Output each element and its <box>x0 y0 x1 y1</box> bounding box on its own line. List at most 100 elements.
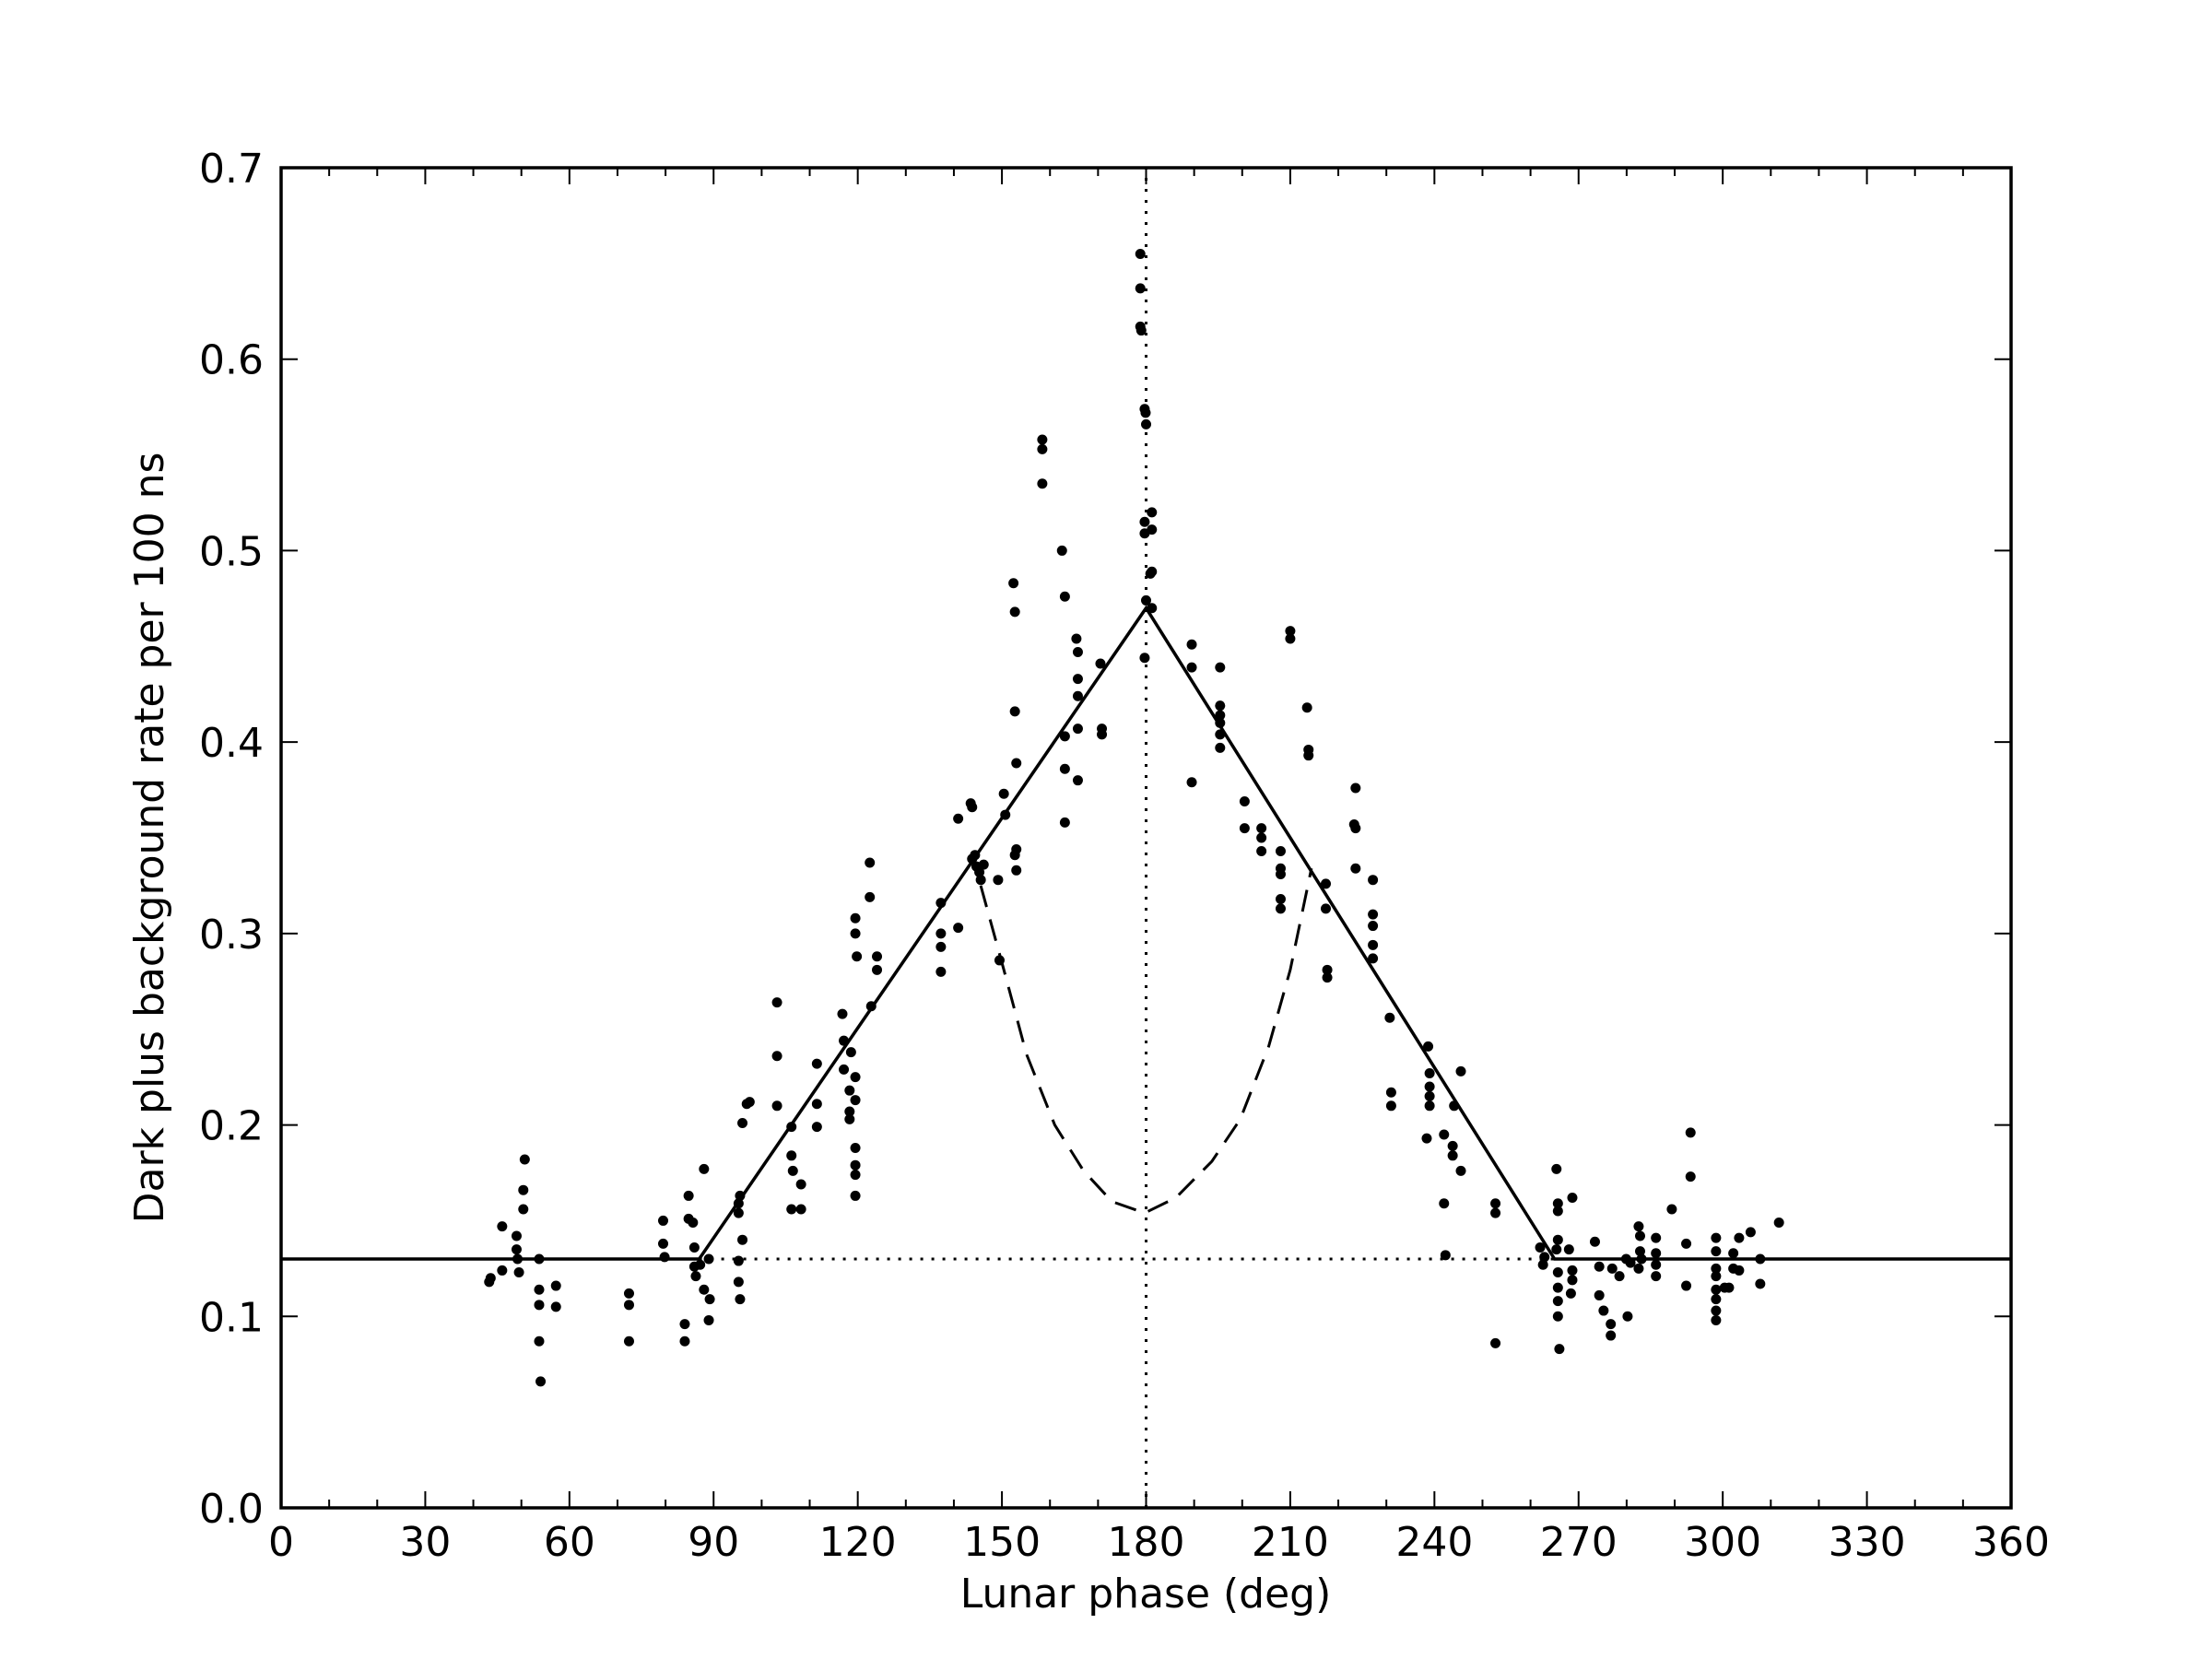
y-tick-label: 0.1 <box>199 1294 264 1341</box>
data-point <box>1554 1344 1565 1355</box>
data-point <box>993 875 1004 886</box>
data-point <box>518 1204 529 1215</box>
data-point <box>497 1265 508 1276</box>
data-point <box>658 1238 669 1249</box>
data-point <box>1711 1314 1722 1325</box>
data-point <box>850 1159 861 1171</box>
data-point <box>1567 1265 1578 1276</box>
data-point <box>1135 283 1146 294</box>
data-point <box>1368 953 1379 964</box>
data-point <box>511 1244 522 1255</box>
data-point <box>1384 1012 1395 1023</box>
data-point <box>852 951 863 962</box>
data-point <box>1439 1129 1450 1140</box>
data-point <box>1711 1305 1722 1316</box>
data-point <box>1285 633 1296 644</box>
data-point <box>1606 1319 1617 1330</box>
data-point <box>1651 1232 1662 1243</box>
data-point <box>1551 1163 1562 1174</box>
data-point <box>1301 702 1312 713</box>
data-point <box>1634 1230 1645 1241</box>
data-point <box>998 788 1009 799</box>
data-point <box>850 1072 861 1083</box>
data-point <box>1606 1263 1618 1274</box>
data-point <box>1186 639 1197 650</box>
data-point <box>935 966 947 977</box>
data-point <box>1622 1311 1633 1322</box>
data-point <box>1072 690 1083 701</box>
y-tick-label: 0.5 <box>199 528 264 575</box>
data-point <box>787 1165 798 1176</box>
data-point <box>1755 1278 1766 1289</box>
data-point <box>1711 1271 1722 1282</box>
data-point <box>688 1242 700 1253</box>
data-point <box>699 1284 710 1295</box>
data-point <box>1552 1311 1563 1322</box>
data-point <box>786 1150 797 1161</box>
data-point <box>690 1271 701 1282</box>
data-point <box>1147 566 1158 577</box>
data-point <box>550 1301 561 1312</box>
y-tick-label: 0.6 <box>199 337 264 384</box>
data-point <box>1711 1284 1722 1295</box>
data-point <box>683 1190 694 1201</box>
data-point <box>844 1085 855 1096</box>
data-point <box>1095 658 1106 669</box>
x-tick-label: 330 <box>1829 1519 1906 1566</box>
data-point <box>935 928 947 939</box>
y-tick-label: 0.7 <box>199 146 264 193</box>
data-point <box>1059 763 1070 774</box>
data-point <box>1322 964 1333 975</box>
x-tick-label: 300 <box>1684 1519 1761 1566</box>
data-point <box>1275 868 1286 879</box>
data-point <box>1711 1246 1722 1257</box>
x-tick-label: 150 <box>963 1519 1041 1566</box>
data-point <box>850 1170 861 1181</box>
data-point <box>1056 545 1067 556</box>
data-point <box>1139 516 1150 527</box>
data-point <box>1256 846 1267 857</box>
data-point <box>1275 893 1286 904</box>
data-point <box>872 951 883 962</box>
data-point <box>1059 731 1070 742</box>
data-point <box>658 1215 669 1226</box>
data-point <box>1256 832 1267 843</box>
data-point <box>1565 1288 1576 1299</box>
data-point <box>953 813 964 824</box>
data-point <box>1711 1294 1722 1305</box>
data-point <box>1614 1271 1625 1282</box>
x-tick-label: 90 <box>688 1519 739 1566</box>
data-point <box>1097 729 1108 740</box>
x-tick-label: 120 <box>819 1519 897 1566</box>
data-point <box>1552 1267 1563 1278</box>
data-point <box>1490 1198 1501 1209</box>
data-point <box>1685 1127 1696 1138</box>
data-point <box>1215 700 1226 712</box>
data-point <box>1215 710 1226 721</box>
data-point <box>1011 758 1022 769</box>
data-point <box>1681 1280 1692 1291</box>
data-point <box>1037 434 1048 445</box>
data-point <box>513 1267 524 1278</box>
data-point <box>1059 591 1070 602</box>
data-point <box>1008 578 1019 589</box>
data-point <box>1734 1265 1745 1276</box>
data-point <box>837 1008 848 1019</box>
data-point <box>1135 325 1147 336</box>
data-point <box>1552 1296 1563 1307</box>
data-point <box>811 1099 822 1110</box>
x-tick-label: 360 <box>1972 1519 2050 1566</box>
data-point <box>1072 647 1083 658</box>
data-point <box>850 1095 861 1106</box>
x-axis-label: Lunar phase (deg) <box>960 1571 1332 1618</box>
data-point <box>1539 1252 1550 1263</box>
x-tick-label: 270 <box>1540 1519 1618 1566</box>
data-point <box>1724 1282 1735 1293</box>
data-point <box>695 1259 706 1270</box>
data-point <box>1072 775 1083 786</box>
data-point <box>623 1335 634 1347</box>
data-point <box>679 1335 690 1347</box>
data-point <box>1552 1234 1563 1245</box>
data-point <box>1424 1067 1435 1078</box>
data-point <box>519 1154 530 1165</box>
